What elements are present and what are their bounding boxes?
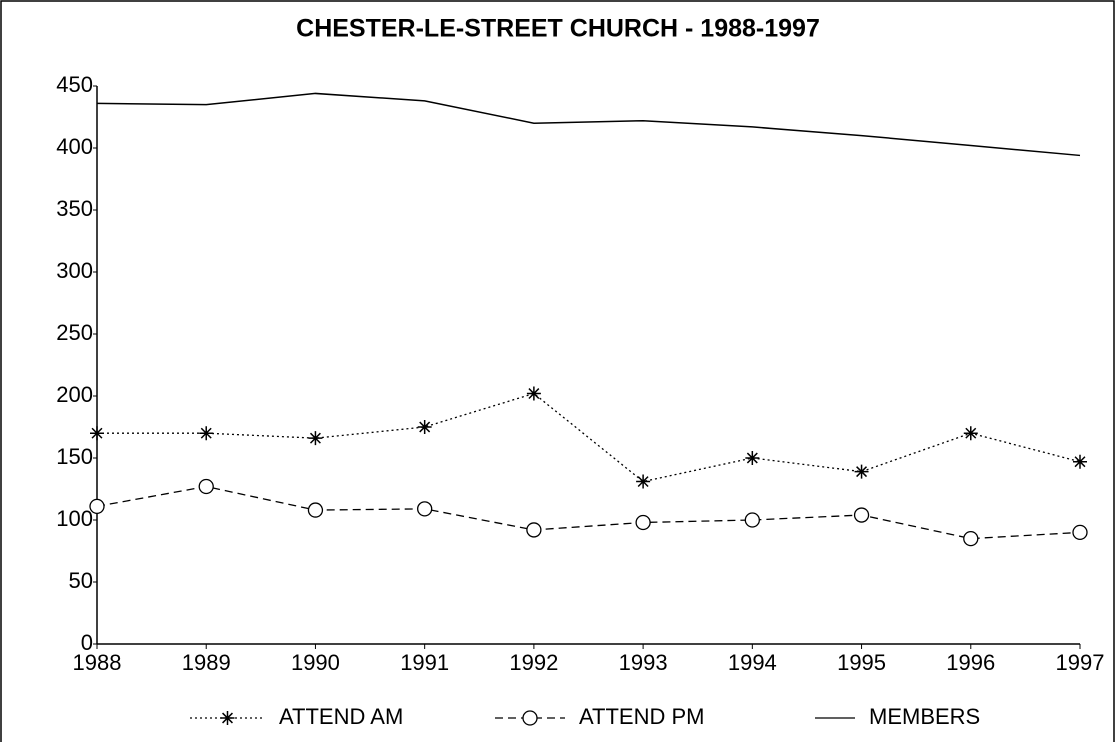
y-tick-label: 150	[56, 444, 93, 469]
x-tick-label: 1997	[1056, 650, 1105, 675]
marker-star	[199, 426, 214, 441]
marker-circle	[744, 512, 760, 528]
series-line	[96, 92, 1081, 157]
marker-circle	[522, 710, 538, 726]
y-tick-label: 200	[56, 382, 93, 407]
y-tick-label: 400	[56, 134, 93, 159]
x-tick-label: 1990	[291, 650, 340, 675]
marker-star	[417, 420, 432, 434]
x-tick-label: 1989	[182, 650, 231, 675]
marker-circle	[1072, 524, 1088, 541]
y-tick-label: 450	[56, 72, 93, 97]
y-tick-label: 250	[56, 320, 93, 345]
marker-star	[854, 464, 869, 479]
marker-star	[963, 426, 978, 441]
marker-star	[745, 451, 760, 465]
x-tick-label: 1991	[400, 650, 449, 675]
marker-star	[308, 431, 323, 446]
marker-star	[1073, 454, 1087, 469]
series-line	[97, 392, 1081, 483]
series-line	[96, 485, 1081, 540]
marker-star	[90, 426, 104, 441]
chart-title: CHESTER-LE-STREET CHURCH - 1988-1997	[296, 15, 820, 43]
y-tick-label: 0	[81, 630, 93, 655]
legend-label: ATTEND AM	[279, 704, 403, 729]
y-tick-label: 50	[69, 568, 93, 593]
marker-circle	[417, 501, 433, 517]
marker-star	[636, 474, 651, 489]
legend-label: ATTEND PM	[579, 704, 704, 729]
x-tick-label: 1988	[73, 650, 122, 675]
y-tick-label: 100	[56, 506, 93, 531]
y-tick-label: 300	[56, 258, 93, 283]
marker-star	[526, 386, 541, 401]
marker-star	[220, 711, 235, 725]
marker-circle	[853, 507, 870, 523]
x-tick-label: 1993	[619, 650, 668, 675]
marker-circle	[89, 498, 105, 515]
marker-circle	[526, 522, 542, 538]
y-tick-label: 350	[56, 196, 93, 221]
x-tick-label: 1995	[837, 650, 886, 675]
x-tick-label: 1994	[728, 650, 777, 675]
marker-circle	[635, 514, 651, 531]
marker-circle	[307, 502, 324, 518]
x-tick-label: 1992	[509, 650, 558, 675]
marker-circle	[963, 530, 979, 547]
legend-label: MEMBERS	[869, 704, 980, 729]
marker-circle	[198, 478, 214, 495]
x-tick-label: 1996	[946, 650, 995, 675]
